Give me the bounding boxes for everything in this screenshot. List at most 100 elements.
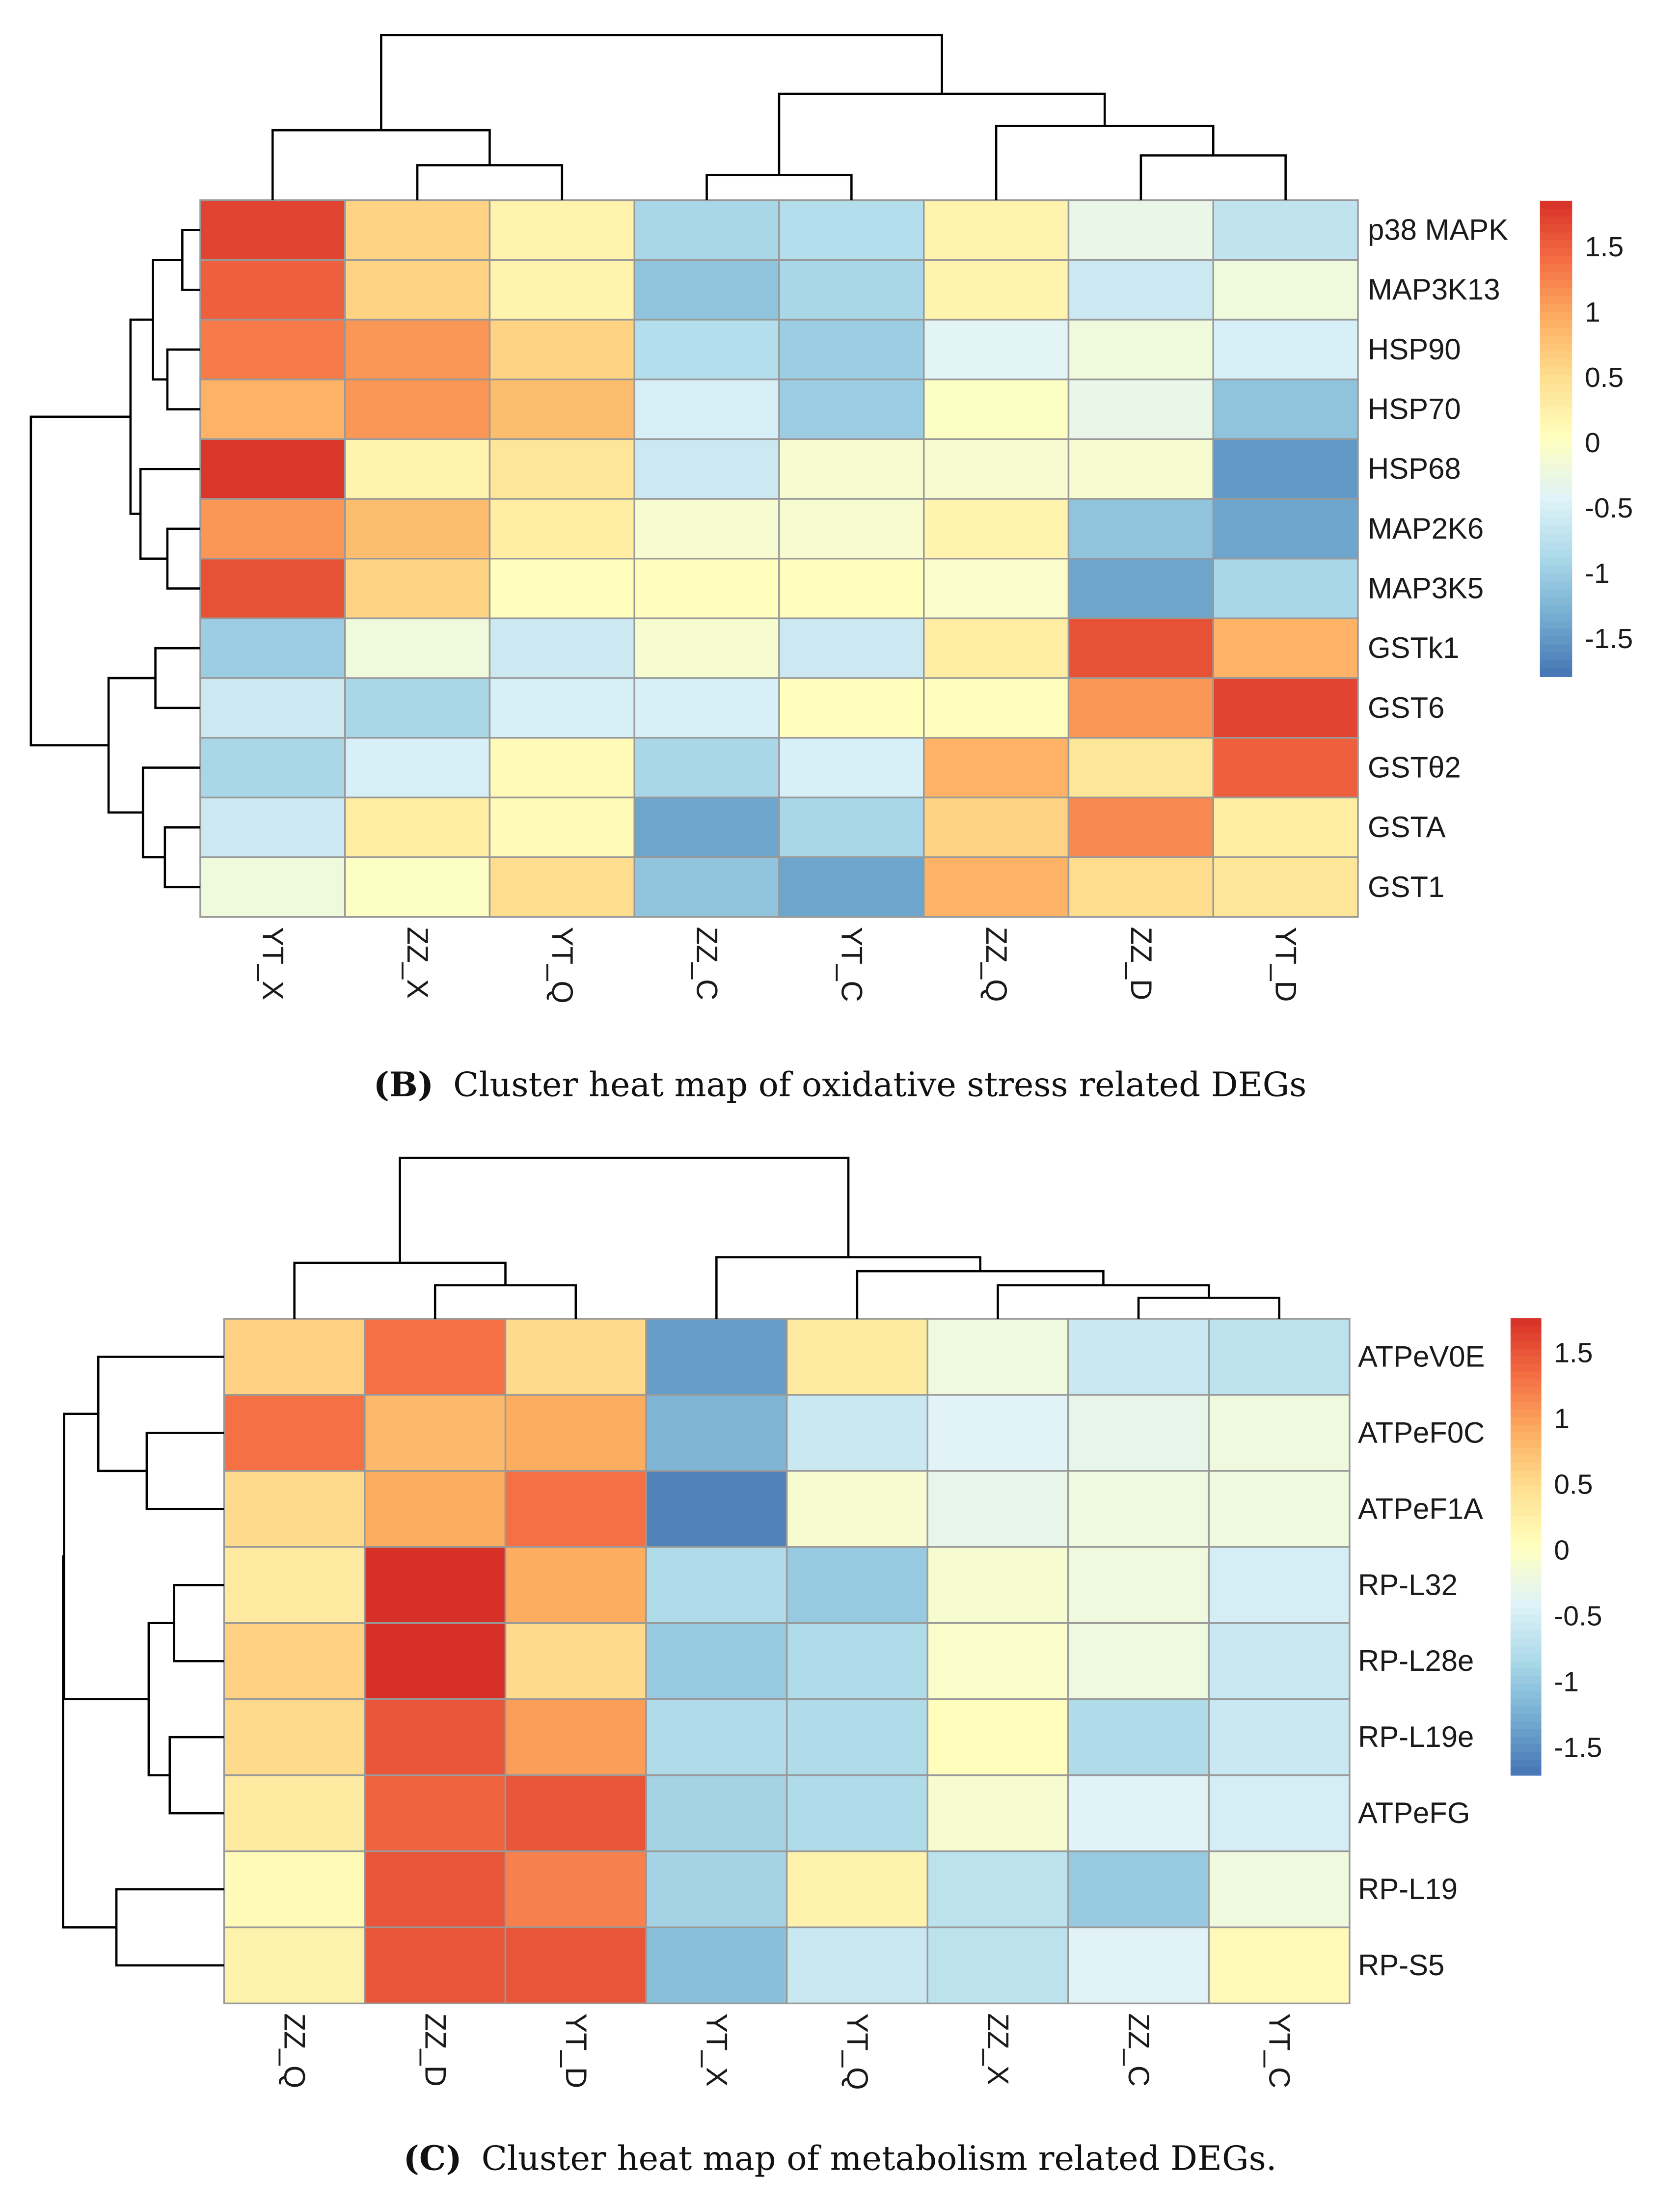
legend-color-step: [1510, 1698, 1542, 1708]
heatmap-cell: [1212, 498, 1359, 560]
heatmap-cell: [923, 199, 1070, 261]
heatmap-cell: [199, 319, 346, 381]
heatmap-cell: [364, 1546, 507, 1624]
legend-color-step: [1510, 1333, 1542, 1342]
heatmap-cell: [786, 1926, 928, 2005]
legend-tick-label: 1: [1585, 297, 1600, 328]
heatmap-cell: [1212, 199, 1359, 261]
legend-color-step: [1540, 200, 1572, 210]
column-label: ZZ_Q: [980, 927, 1013, 1002]
column-dendrogram-branch: [856, 1270, 1105, 1319]
caption-tag: (B): [374, 1065, 434, 1105]
heatmap-cell: [633, 558, 780, 620]
column-dendrogram-branch: [1139, 154, 1287, 200]
figure-caption: (B) Cluster heat map of oxidative stress …: [374, 1065, 1307, 1105]
heatmap-cell: [488, 199, 635, 261]
heatmap-cell: [633, 498, 780, 560]
heatmap-cell: [778, 736, 925, 799]
column-dendrogram-branch: [715, 1256, 981, 1319]
legend-color-step: [1510, 1584, 1542, 1593]
legend-color-step: [1510, 1447, 1542, 1456]
heatmap-cell: [199, 856, 346, 918]
heatmap-cell: [778, 558, 925, 620]
heatmap-cell: [364, 1470, 507, 1548]
legend-tick-label: 0: [1554, 1534, 1570, 1566]
legend-color-step: [1510, 1394, 1542, 1403]
legend-color-step: [1510, 1348, 1542, 1358]
legend-color-step: [1510, 1371, 1542, 1380]
legend-color-step: [1540, 557, 1572, 567]
heatmap-cell: [199, 379, 346, 440]
heatmap-cell: [923, 856, 1070, 918]
legend-color-step: [1540, 209, 1572, 218]
heatmap-cell: [199, 558, 346, 620]
heatmap-cell: [926, 1850, 1069, 1929]
heatmap-cell: [645, 1318, 788, 1396]
legend-color-step: [1540, 525, 1572, 535]
legend-color-step: [1540, 319, 1572, 328]
heatmap-cell: [923, 736, 1070, 799]
heatmap-cell: [633, 677, 780, 739]
legend-color-step: [1540, 311, 1572, 321]
heatmap-cell: [923, 319, 1070, 381]
legend-color-step: [1540, 383, 1572, 392]
row-dendrogram-branch: [29, 415, 131, 747]
heatmap-cell: [223, 1698, 366, 1776]
heatmap-cell: [1208, 1850, 1351, 1929]
legend-tick-label: 0.5: [1554, 1469, 1593, 1500]
legend-color-step: [1510, 1577, 1542, 1586]
heatmap-cell: [786, 1470, 928, 1548]
column-label: YT_D: [1270, 927, 1302, 1002]
legend-color-step: [1510, 1356, 1542, 1365]
heatmap-cell: [633, 856, 780, 918]
legend-color-step: [1540, 272, 1572, 281]
heatmap-cell: [1208, 1546, 1351, 1624]
row-label: p38 MAPK: [1368, 214, 1508, 246]
column-label: ZZ_X: [982, 2013, 1015, 2085]
column-dendrogram-branch: [399, 1156, 850, 1263]
heatmap-cell: [1212, 856, 1359, 918]
legend-tick-label: -1.5: [1554, 1732, 1602, 1764]
heatmap-cell: [923, 558, 1070, 620]
legend-color-step: [1510, 1637, 1542, 1647]
row-label: GST6: [1368, 691, 1444, 724]
legend-color-step: [1510, 1668, 1542, 1677]
heatmap-cell: [223, 1926, 366, 2005]
heatmap-cell: [344, 856, 491, 918]
heatmap-cell: [786, 1546, 928, 1624]
heatmap-cell: [199, 259, 346, 321]
legend-color-step: [1540, 414, 1572, 424]
row-label: RP-L19: [1358, 1873, 1458, 1906]
legend-color-step: [1510, 1470, 1542, 1479]
row-dendrogram-branch: [163, 826, 200, 889]
legend-color-step: [1540, 478, 1572, 487]
column-label: YT_C: [835, 927, 868, 1002]
column-label: ZZ_C: [1122, 2013, 1155, 2087]
legend-color-step: [1540, 256, 1572, 265]
heatmap-cell: [1067, 319, 1214, 381]
heatmap-cell: [1067, 1774, 1210, 1852]
heatmap-cell: [1212, 319, 1359, 381]
heatmap-panel-c: ATPeV0E ATPeF0C ATPeF1A RP-L32 RP-L28e RP-L19…: [62, 1156, 1602, 2178]
legend-color-step: [1540, 407, 1572, 416]
row-label: ATPeF0C: [1358, 1416, 1485, 1449]
heatmap-cell: [223, 1470, 366, 1548]
legend-color-step: [1540, 454, 1572, 463]
heatmap-cell: [786, 1774, 928, 1852]
heatmap-cell: [364, 1774, 507, 1852]
legend-color-step: [1510, 1683, 1542, 1692]
legend-color-step: [1540, 517, 1572, 527]
legend-color-step: [1510, 1524, 1542, 1532]
heatmap-cell: [633, 617, 780, 679]
heatmap-cell: [645, 1394, 788, 1472]
legend-color-step: [1540, 502, 1572, 511]
heatmap-cell: [926, 1774, 1069, 1852]
heatmap-cell: [223, 1774, 366, 1852]
legend-color-step: [1510, 1424, 1542, 1434]
heatmap-cell: [1208, 1774, 1351, 1852]
heatmap-cell: [786, 1622, 928, 1700]
heatmap-cell: [1067, 796, 1214, 858]
legend-color-step: [1510, 1493, 1542, 1502]
legend-color-step: [1540, 248, 1572, 257]
heatmap-cell: [926, 1926, 1069, 2005]
